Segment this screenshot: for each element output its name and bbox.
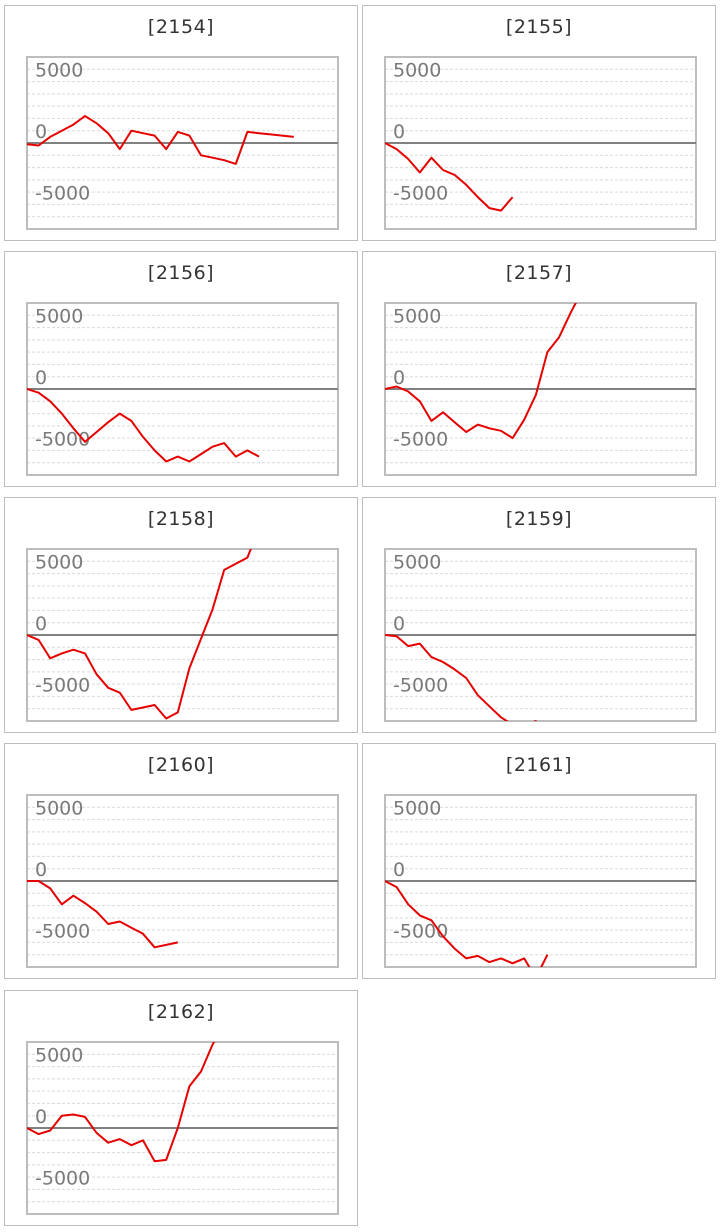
y-tick-label: -5000 [393, 428, 448, 450]
y-tick-label: 5000 [393, 306, 441, 328]
y-tick-label: 0 [393, 613, 405, 635]
y-tick-label: 0 [35, 367, 47, 389]
y-tick-label: 0 [393, 367, 405, 389]
chart-title: [2159] [505, 508, 573, 530]
y-tick-label: -5000 [393, 674, 448, 696]
series-line [385, 880, 549, 967]
chart-title: [2158] [147, 508, 215, 530]
line-chart: 5000 0 -5000 [26, 794, 339, 968]
y-tick-label: 0 [35, 1106, 47, 1128]
y-tick-label: 0 [35, 613, 47, 635]
y-tick-label: 0 [393, 121, 405, 143]
chart-panel: [2154] 5000 0 -5000 [4, 5, 358, 241]
line-chart: 5000 0 -5000 [384, 302, 697, 476]
chart-panel: [2159] 5000 0 -5000 [362, 497, 716, 733]
chart-panel: [2158] 5000 0 -5000 [4, 497, 358, 733]
chart-panel: [2155] 5000 0 -5000 [362, 5, 716, 241]
y-tick-label: 5000 [35, 798, 83, 820]
chart-panel: [2157] 5000 0 -5000 [362, 251, 716, 487]
chart-title: [2155] [505, 16, 573, 38]
y-tick-label: 5000 [393, 60, 441, 82]
chart-panel: [2156] 5000 0 -5000 [4, 251, 358, 487]
y-tick-label: 0 [393, 859, 405, 881]
y-tick-label: 5000 [35, 552, 83, 574]
line-chart: 5000 0 -5000 [384, 56, 697, 230]
y-tick-label: -5000 [35, 182, 90, 204]
line-chart: 5000 0 -5000 [26, 548, 339, 722]
chart-panel: [2160] 5000 0 -5000 [4, 743, 358, 979]
series-line [27, 1042, 216, 1163]
y-tick-label: -5000 [35, 1167, 90, 1189]
y-tick-label: -5000 [35, 674, 90, 696]
y-tick-label: 5000 [393, 552, 441, 574]
series-line [27, 880, 179, 949]
chart-title: [2154] [147, 16, 215, 38]
y-tick-label: 5000 [35, 1045, 83, 1067]
y-tick-label: 5000 [35, 60, 83, 82]
series-line [385, 142, 514, 212]
series-line [385, 634, 537, 721]
chart-panel: [2162] 5000 0 -5000 [4, 990, 358, 1226]
y-tick-label: -5000 [35, 920, 90, 942]
y-tick-label: -5000 [35, 428, 90, 450]
line-chart: 5000 0 -5000 [384, 548, 697, 722]
chart-title: [2162] [147, 1001, 215, 1023]
line-chart: 5000 0 -5000 [26, 1041, 339, 1215]
chart-panel: [2161] 5000 0 -5000 [362, 743, 716, 979]
y-tick-label: 0 [35, 121, 47, 143]
y-tick-label: 5000 [393, 798, 441, 820]
y-tick-label: -5000 [393, 182, 448, 204]
line-chart: 5000 0 -5000 [26, 56, 339, 230]
series-line [27, 115, 294, 165]
chart-title: [2156] [147, 262, 215, 284]
chart-title: [2157] [505, 262, 573, 284]
series-line [27, 388, 260, 463]
line-chart: 5000 0 -5000 [26, 302, 339, 476]
chart-title: [2160] [147, 754, 215, 776]
series-line [27, 549, 252, 720]
y-tick-label: 0 [35, 859, 47, 881]
y-tick-label: 5000 [35, 306, 83, 328]
chart-title: [2161] [505, 754, 573, 776]
series-line [385, 303, 577, 440]
